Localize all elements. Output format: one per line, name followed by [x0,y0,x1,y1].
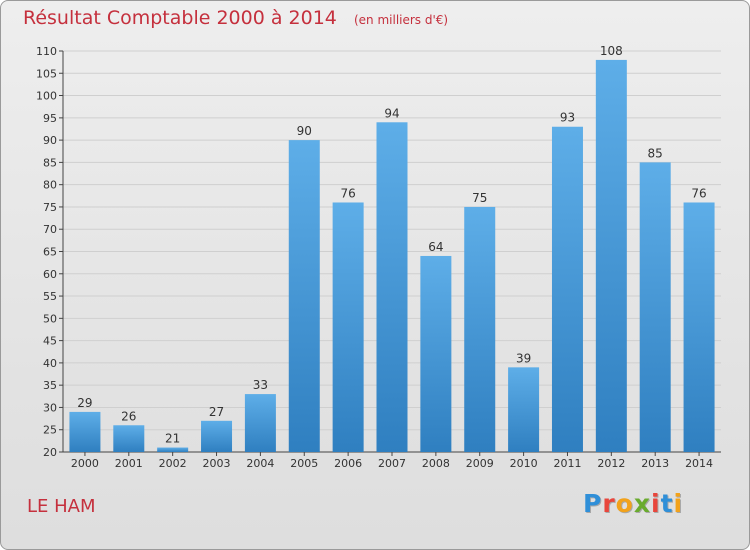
x-tick-label: 2008 [422,457,450,470]
data-label: 29 [77,396,92,410]
bar-2004 [244,394,276,452]
x-tick-label: 2011 [553,457,581,470]
logo-letter: x [633,489,651,518]
bar-2007 [376,122,408,453]
logo-letter: i [673,489,684,518]
data-label: 33 [253,378,268,392]
x-tick-label: 2006 [334,457,362,470]
y-tick-label: 100 [36,90,57,103]
commune-name: LE HAM [27,496,96,517]
data-label: 39 [516,351,531,365]
data-label: 27 [209,405,224,419]
x-tick-label: 2003 [203,457,231,470]
y-tick-label: 30 [43,401,57,414]
y-tick-label: 85 [43,156,57,169]
title-text: Résultat Comptable 2000 à 2014 [23,7,337,29]
x-tick-label: 2001 [115,457,143,470]
y-tick-label: 75 [43,201,57,214]
y-tick-label: 45 [43,335,57,348]
bar-2001 [113,425,145,452]
data-label: 76 [691,186,706,200]
x-tick-label: 2012 [597,457,625,470]
logo-letter: i [651,489,661,518]
x-tick-label: 2010 [510,457,538,470]
y-tick-label: 70 [43,223,57,236]
y-tick-label: 25 [43,424,57,437]
data-label: 94 [384,106,399,120]
y-tick-label: 110 [36,45,57,58]
subtitle-text: (en milliers d'€) [353,13,449,27]
bar-2009 [464,206,496,452]
x-tick-label: 2013 [641,457,669,470]
x-tick-label: 2005 [290,457,318,470]
chart-title: Résultat Comptable 2000 à 2014 (en milli… [23,7,448,29]
data-label: 64 [428,240,443,254]
y-tick-label: 40 [43,357,57,370]
bar-2010 [508,367,540,452]
x-tick-label: 2004 [246,457,274,470]
bar-2002 [157,447,189,452]
x-tick-label: 2007 [378,457,406,470]
proxiti-logo: Proxiti [583,489,683,518]
data-label: 90 [297,124,312,138]
bar-2013 [639,162,671,452]
logo-letter: o [615,489,634,518]
y-tick-label: 55 [43,290,57,303]
y-tick-label: 80 [43,179,57,192]
y-tick-label: 65 [43,246,57,259]
logo-letter: P [583,489,603,518]
bar-2014 [683,202,715,452]
data-label: 108 [600,44,623,58]
x-tick-label: 2009 [466,457,494,470]
bar-2005 [288,140,320,452]
data-label: 76 [340,186,355,200]
logo-letter: t [660,489,674,518]
x-tick-label: 2014 [685,457,713,470]
data-label: 75 [472,191,487,205]
logo-letter: r [602,489,616,518]
y-tick-label: 90 [43,134,57,147]
bar-2000 [69,411,101,452]
data-label: 85 [648,146,663,160]
y-tick-label: 35 [43,379,57,392]
y-tick-label: 95 [43,112,57,125]
data-labels: 29 26 21 27 33 90 76 94 64 75 39 93 108 85 76 [77,44,706,446]
y-tick-label: 60 [43,268,57,281]
data-label: 21 [165,432,180,446]
bar-2011 [551,126,583,452]
data-label: 93 [560,111,575,125]
bars [69,59,715,453]
y-tick-label: 50 [43,312,57,325]
bar-2006 [332,202,364,452]
bar-2003 [201,420,233,452]
x-tick-label: 2000 [71,457,99,470]
y-tick-label: 20 [43,446,57,459]
bar-2008 [420,255,452,452]
bar-2012 [595,59,627,453]
y-tick-label: 105 [36,67,57,80]
data-label: 26 [121,409,136,423]
x-tick-label: 2002 [159,457,187,470]
